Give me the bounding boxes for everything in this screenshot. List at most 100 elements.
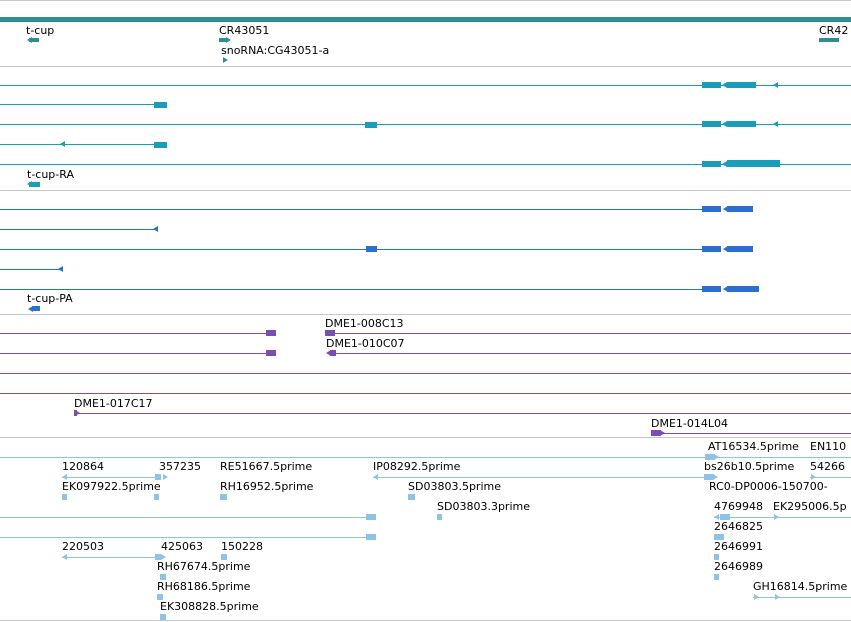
strand-arrow-right — [161, 554, 166, 560]
feature-block[interactable] — [74, 410, 77, 416]
feature-block[interactable] — [221, 554, 227, 560]
feature-block[interactable] — [220, 494, 227, 500]
gene-label-t-cup[interactable]: t-cup — [26, 24, 55, 37]
feature-block[interactable] — [727, 82, 756, 88]
est-label[interactable]: RC0-DP0006-150700- — [709, 480, 828, 493]
transcript-label-t-cup-ra[interactable]: t-cup-RA — [27, 168, 74, 181]
feature-block[interactable] — [365, 122, 377, 128]
feature-block[interactable] — [325, 330, 335, 336]
strand-arrow-left — [773, 82, 778, 88]
gene-label-cr42[interactable]: CR42 — [819, 24, 849, 37]
feature-block[interactable] — [160, 574, 166, 580]
feature-block[interactable] — [705, 454, 715, 460]
strand-arrow-left — [153, 226, 158, 232]
gene-glyph-cr42[interactable] — [819, 38, 839, 42]
feature-block[interactable] — [727, 206, 753, 212]
feature-block[interactable] — [330, 350, 336, 356]
strand-arrow-left — [60, 141, 65, 147]
clone-label-dme1-008c13[interactable]: DME1-008C13 — [325, 317, 404, 330]
clone-label-dme1-010c07[interactable]: DME1-010C07 — [326, 337, 405, 350]
feature-block[interactable] — [366, 534, 376, 540]
feature-block[interactable] — [266, 330, 276, 336]
gene-glyph-cr43051[interactable] — [219, 38, 226, 42]
gene-glyph-t-cup[interactable] — [29, 38, 39, 42]
strand-arrow-left — [722, 82, 727, 88]
est-label[interactable]: AT16534.5prime — [708, 440, 799, 453]
feature-block[interactable] — [155, 474, 161, 480]
feature-block[interactable] — [154, 494, 159, 500]
track-separator — [0, 314, 851, 315]
feature-block[interactable] — [727, 286, 759, 292]
est-label[interactable]: EK097922.5prime — [62, 480, 161, 493]
est-label[interactable]: bs26b10.5prime — [704, 460, 795, 473]
feature-block[interactable] — [366, 246, 377, 252]
strand-arrow-left — [723, 206, 728, 212]
track-separator — [0, 190, 851, 191]
feature-block[interactable] — [702, 82, 721, 88]
feature-block[interactable] — [702, 286, 721, 292]
clone-label-dme1-017c17[interactable]: DME1-017C17 — [74, 397, 153, 410]
strand-arrow-left — [62, 474, 67, 480]
feature-block[interactable] — [29, 182, 40, 187]
feature-block[interactable] — [32, 306, 40, 311]
est-label[interactable]: EN110 — [810, 440, 847, 453]
feature-block[interactable] — [62, 494, 67, 500]
est-label[interactable]: RH67674.5prime — [157, 560, 251, 573]
gene-label-cr43051[interactable]: CR43051 — [219, 24, 270, 37]
feature-block[interactable] — [702, 161, 721, 167]
est-label[interactable]: RH16952.5prime — [220, 480, 314, 493]
est-label[interactable]: 357235 — [159, 460, 201, 473]
feature-block[interactable] — [157, 594, 163, 600]
est-label[interactable]: IP08292.5prime — [373, 460, 461, 473]
feature-block[interactable] — [702, 206, 721, 212]
strand-arrow-right — [811, 474, 816, 480]
est-label[interactable]: 150228 — [221, 540, 263, 553]
est-label[interactable]: 2646991 — [714, 540, 763, 553]
strand-arrow-left — [722, 161, 727, 167]
est-label[interactable]: 2646825 — [714, 520, 763, 533]
feature-block[interactable] — [702, 121, 721, 127]
est-label[interactable]: EK308828.5prime — [160, 600, 259, 613]
strand-arrow-right — [713, 474, 718, 480]
est-label[interactable]: 2646989 — [714, 560, 763, 573]
clone-label-dme1-014l04[interactable]: DME1-014L04 — [651, 417, 728, 430]
est-label[interactable]: RE51667.5prime — [220, 460, 313, 473]
feature-block[interactable] — [366, 514, 376, 520]
feature-block[interactable] — [702, 246, 721, 252]
feature-block[interactable] — [160, 614, 166, 620]
feature-block[interactable] — [727, 246, 753, 252]
est-label[interactable]: EK295006.5p — [773, 500, 847, 513]
gene-label-snorna[interactable]: snoRNA:CG43051-a — [221, 44, 330, 57]
est-label[interactable]: 220503 — [62, 540, 104, 553]
strand-arrow-left — [373, 474, 378, 480]
strand-arrow-right — [714, 454, 719, 460]
feature-block[interactable] — [704, 474, 714, 480]
strand-arrow-left — [62, 554, 67, 560]
est-label[interactable]: 4769948 — [714, 500, 763, 513]
est-label[interactable]: 54266 — [810, 460, 845, 473]
feature-block[interactable] — [714, 554, 719, 560]
est-label[interactable]: 120864 — [62, 460, 104, 473]
feature-block[interactable] — [408, 494, 415, 500]
feature-block[interactable] — [154, 102, 167, 108]
est-label[interactable]: 425063 — [161, 540, 203, 553]
feature-block[interactable] — [154, 142, 167, 148]
feature-block[interactable] — [720, 514, 730, 520]
gene-span-bar[interactable] — [0, 17, 851, 22]
est-label[interactable]: SD03803.3prime — [437, 500, 530, 513]
feature-block[interactable] — [155, 554, 161, 560]
est-label[interactable]: RH68186.5prime — [157, 580, 251, 593]
strand-arrow-right — [775, 594, 780, 600]
feature-block[interactable] — [651, 430, 661, 436]
feature-block[interactable] — [714, 574, 719, 580]
strand-arrow-left — [723, 286, 728, 292]
est-label[interactable]: SD03803.5prime — [408, 480, 501, 493]
feature-block[interactable] — [437, 514, 442, 520]
feature-block[interactable] — [727, 121, 756, 127]
strand-arrow-left — [723, 246, 728, 252]
strand-arrow-right — [226, 37, 231, 43]
feature-block[interactable] — [266, 350, 276, 356]
feature-block[interactable] — [727, 160, 780, 167]
protein-label-t-cup-pa[interactable]: t-cup-PA — [27, 292, 73, 305]
est-label[interactable]: GH16814.5prime — [753, 580, 848, 593]
